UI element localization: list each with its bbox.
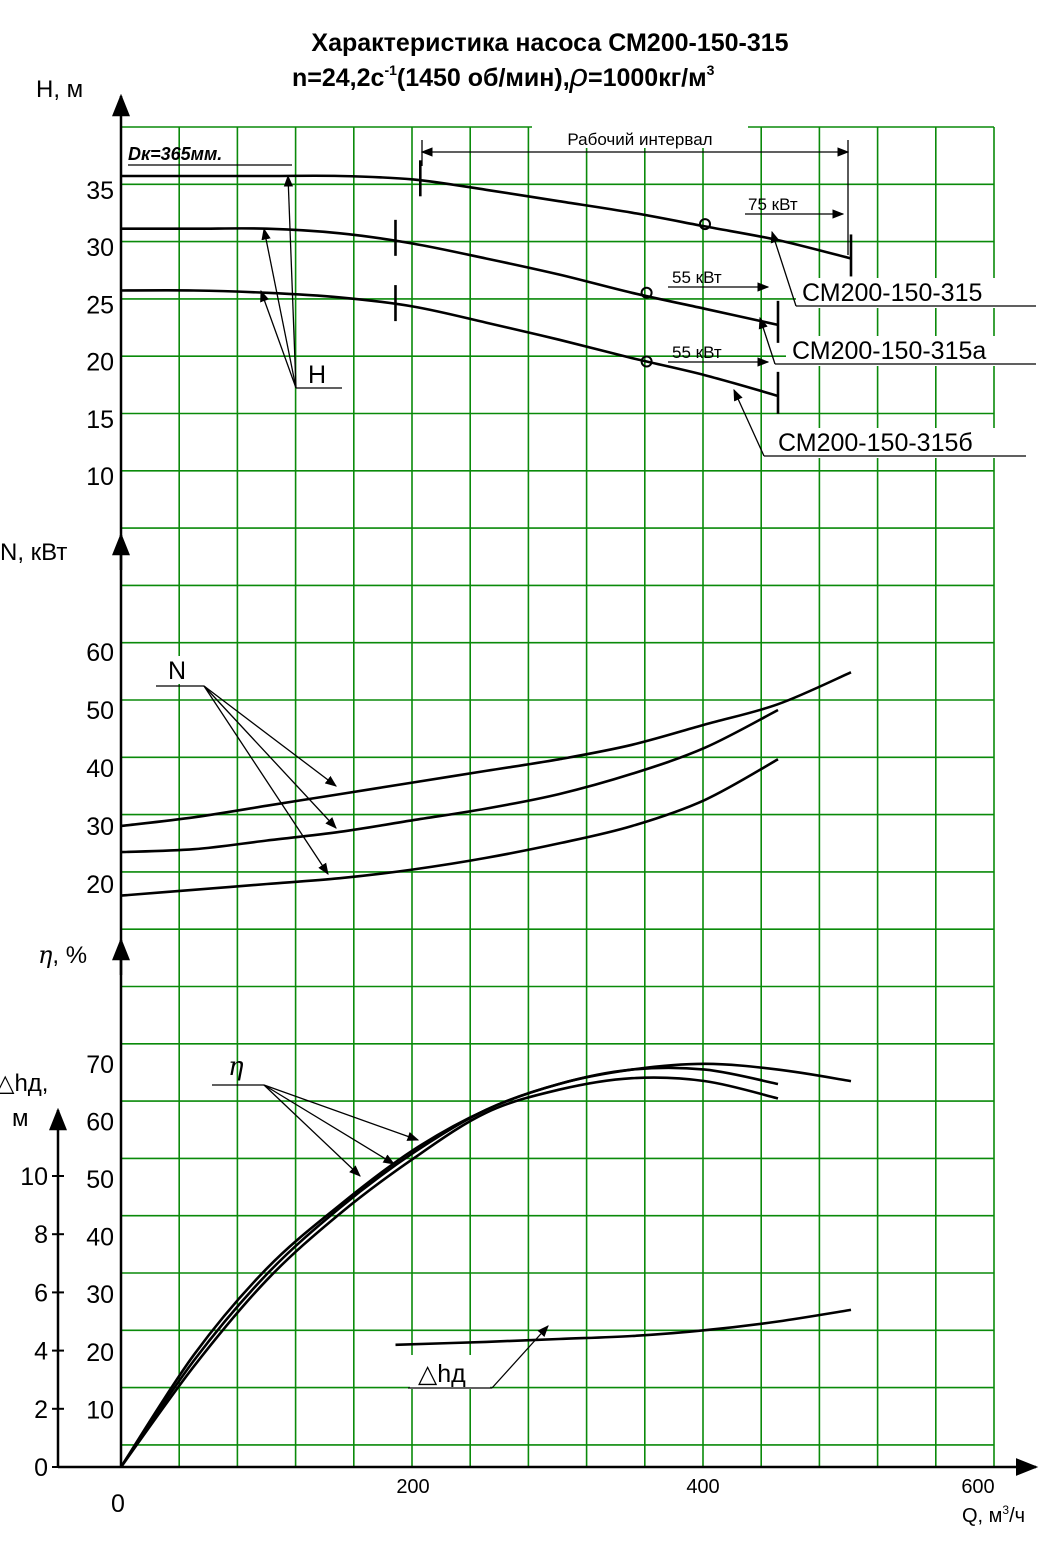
ytick-η-10: 10 xyxy=(86,1396,114,1424)
npsh-tick-4: 4 xyxy=(34,1338,48,1366)
npsh-axis-label-line1: △hд, xyxy=(0,1070,48,1097)
rated-point-1 xyxy=(640,286,653,299)
curve-△hд-0 xyxy=(395,1308,852,1347)
ytick-η-40: 40 xyxy=(86,1224,114,1252)
x-tick-600: 600 xyxy=(961,1476,994,1498)
work-interval-annotation: Рабочий интервал xyxy=(420,126,850,255)
eta-curve-label: η xyxy=(228,1052,244,1082)
curve-H-2 xyxy=(120,289,779,398)
curve-N-2 xyxy=(120,758,779,897)
y-tick-labels: 10 15 20 25 30 35 20 30 40 50 60 10 20 30 40 50 60 70 xyxy=(86,177,114,1425)
q-axis-label: Q, м3/ч xyxy=(962,1503,1025,1527)
curve-η-1 xyxy=(119,1066,779,1468)
chart-title-line2: n=24,2с-1(1450 об/мин),ρ=1000кг/м3 xyxy=(292,57,715,93)
ytick-η-30: 30 xyxy=(86,1281,114,1309)
npsh-tick-6: 6 xyxy=(34,1279,48,1307)
x-tick-400: 400 xyxy=(686,1476,719,1498)
eta-axis-label: η, % xyxy=(38,941,87,969)
h-curve-label: Н xyxy=(308,361,326,389)
ytick-H-35: 35 xyxy=(86,177,114,205)
x-tick-200: 200 xyxy=(396,1476,429,1498)
ytick-η-50: 50 xyxy=(86,1166,114,1194)
ytick-H-25: 25 xyxy=(86,291,114,319)
n-axis-label: N, кВт xyxy=(0,539,67,566)
pump-label-315a: СМ200-150-315а xyxy=(792,337,986,365)
ytick-N-50: 50 xyxy=(86,697,114,725)
ytick-η-20: 20 xyxy=(86,1339,114,1367)
curve-N-1 xyxy=(120,708,779,854)
axes xyxy=(49,93,1039,1476)
npsh-curve-label: △hд xyxy=(418,1360,466,1388)
grid xyxy=(120,126,995,1467)
curves xyxy=(119,160,853,1468)
npsh-axis-label-line2: м xyxy=(12,1105,29,1132)
npsh-axis-ticks: 0 2 4 6 8 10 xyxy=(20,1163,64,1482)
ytick-N-60: 60 xyxy=(86,639,114,667)
ytick-H-15: 15 xyxy=(86,406,114,434)
curve-H-1 xyxy=(121,227,779,327)
npsh-tick-2: 2 xyxy=(34,1396,48,1424)
h-callout: Н xyxy=(260,174,342,389)
ytick-η-60: 60 xyxy=(86,1108,114,1136)
npsh-tick-8: 8 xyxy=(34,1221,48,1249)
ytick-η-70: 70 xyxy=(86,1051,114,1079)
ytick-N-40: 40 xyxy=(86,755,114,783)
power-label-315a: 55 кВт xyxy=(672,268,722,287)
pump-label-315: СМ200-150-315 xyxy=(802,279,982,307)
curve-N-0 xyxy=(120,671,852,828)
chart-title-line1: Характеристика насоса СМ200-150-315 xyxy=(311,29,788,57)
rated-point-2 xyxy=(640,355,653,368)
ytick-H-30: 30 xyxy=(86,234,114,262)
npsh-tick-0: 0 xyxy=(34,1454,48,1482)
power-label-315b: 55 кВт xyxy=(672,343,722,362)
ytick-H-10: 10 xyxy=(86,463,114,491)
curve-η-2 xyxy=(119,1076,779,1468)
n-curve-label: N xyxy=(168,657,186,685)
impeller-diameter-label: Dк=365мм. xyxy=(128,144,222,164)
curve-η-0 xyxy=(119,1062,852,1468)
work-interval-label: Рабочий интервал xyxy=(567,130,712,149)
rated-point-0 xyxy=(699,218,711,231)
pump-model-labels: СМ200-150-315 СМ200-150-315а СМ200-150-3… xyxy=(733,230,1036,458)
ytick-N-20: 20 xyxy=(86,871,114,899)
curve-H-0 xyxy=(120,174,852,260)
h-axis-label: Н, м xyxy=(36,76,83,103)
ytick-H-20: 20 xyxy=(86,349,114,377)
pump-label-315b: СМ200-150-315б xyxy=(778,429,973,457)
npsh-callout: △hд xyxy=(408,1325,549,1389)
n-callout: N xyxy=(156,656,337,875)
npsh-tick-10: 10 xyxy=(20,1163,48,1191)
x-tick-0: 0 xyxy=(111,1490,125,1518)
eta-callout: η xyxy=(212,1052,420,1177)
power-label-315: 75 кВт xyxy=(748,195,798,214)
ytick-N-30: 30 xyxy=(86,813,114,841)
